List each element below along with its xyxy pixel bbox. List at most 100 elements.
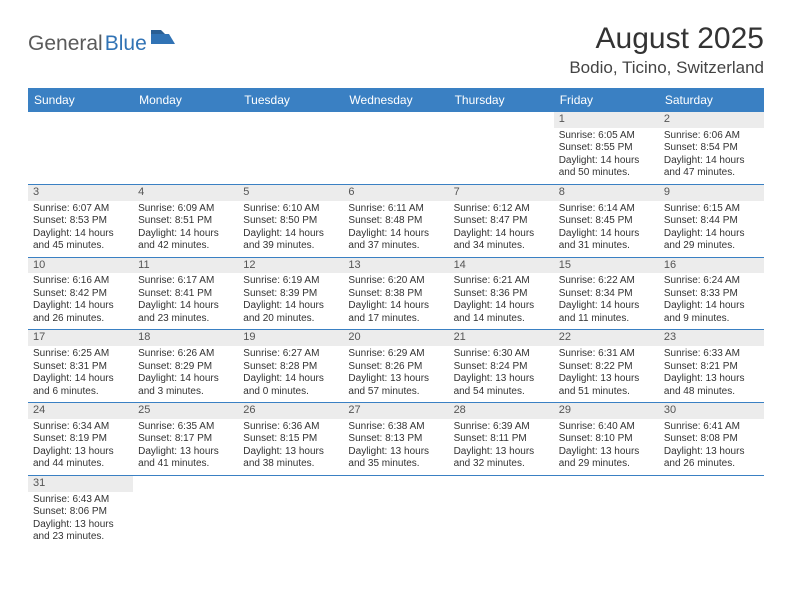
- sunset-text: Sunset: 8:06 PM: [33, 506, 128, 519]
- daylight-text: and 32 minutes.: [454, 458, 549, 471]
- daylight-text: and 38 minutes.: [243, 458, 338, 471]
- calendar-cell: [659, 475, 764, 547]
- day-number: 7: [449, 185, 554, 201]
- daylight-text: and 50 minutes.: [559, 167, 654, 180]
- sunset-text: Sunset: 8:26 PM: [348, 361, 443, 374]
- day-number: 2: [659, 112, 764, 128]
- calendar-cell: 4Sunrise: 6:09 AMSunset: 8:51 PMDaylight…: [133, 184, 238, 257]
- day-number: 20: [343, 330, 448, 346]
- calendar-cell: 14Sunrise: 6:21 AMSunset: 8:36 PMDayligh…: [449, 257, 554, 330]
- daylight-text: and 31 minutes.: [559, 240, 654, 253]
- sunset-text: Sunset: 8:11 PM: [454, 433, 549, 446]
- title-block: August 2025 Bodio, Ticino, Switzerland: [569, 22, 764, 78]
- daylight-text: Daylight: 14 hours: [664, 300, 759, 313]
- daylight-text: Daylight: 14 hours: [138, 300, 233, 313]
- day-number: 13: [343, 258, 448, 274]
- daylight-text: and 51 minutes.: [559, 386, 654, 399]
- dayhead-sat: Saturday: [659, 88, 764, 112]
- calendar-cell: 18Sunrise: 6:26 AMSunset: 8:29 PMDayligh…: [133, 330, 238, 403]
- sunrise-text: Sunrise: 6:20 AM: [348, 275, 443, 288]
- daylight-text: Daylight: 13 hours: [348, 446, 443, 459]
- daylight-text: and 14 minutes.: [454, 313, 549, 326]
- sunrise-text: Sunrise: 6:34 AM: [33, 421, 128, 434]
- calendar-table: Sunday Monday Tuesday Wednesday Thursday…: [28, 88, 764, 548]
- daylight-text: and 3 minutes.: [138, 386, 233, 399]
- daylight-text: and 20 minutes.: [243, 313, 338, 326]
- calendar-cell: 15Sunrise: 6:22 AMSunset: 8:34 PMDayligh…: [554, 257, 659, 330]
- calendar-cell: 2 Sunrise: 6:06 AMSunset: 8:54 PMDaylight…: [659, 112, 764, 184]
- daylight-text: Daylight: 13 hours: [664, 373, 759, 386]
- sunset-text: Sunset: 8:41 PM: [138, 288, 233, 301]
- day-number: 30: [659, 403, 764, 419]
- daylight-text: and 54 minutes.: [454, 386, 549, 399]
- sunset-text: Sunset: 8:36 PM: [454, 288, 549, 301]
- sunrise-text: Sunrise: 6:07 AM: [33, 203, 128, 216]
- daylight-text: Daylight: 13 hours: [559, 373, 654, 386]
- daylight-text: and 39 minutes.: [243, 240, 338, 253]
- day-number: 12: [238, 258, 343, 274]
- calendar-row: 10Sunrise: 6:16 AMSunset: 8:42 PMDayligh…: [28, 257, 764, 330]
- daylight-text: and 35 minutes.: [348, 458, 443, 471]
- calendar-cell: [449, 475, 554, 547]
- dayhead-fri: Friday: [554, 88, 659, 112]
- sunrise-text: Sunrise: 6:38 AM: [348, 421, 443, 434]
- daylight-text: Daylight: 14 hours: [138, 373, 233, 386]
- sunrise-text: Sunrise: 6:05 AM: [559, 130, 654, 143]
- calendar-cell: 25Sunrise: 6:35 AMSunset: 8:17 PMDayligh…: [133, 403, 238, 476]
- daylight-text: Daylight: 14 hours: [664, 228, 759, 241]
- sunrise-text: Sunrise: 6:24 AM: [664, 275, 759, 288]
- calendar-cell: 30Sunrise: 6:41 AMSunset: 8:08 PMDayligh…: [659, 403, 764, 476]
- calendar-cell: 28Sunrise: 6:39 AMSunset: 8:11 PMDayligh…: [449, 403, 554, 476]
- daylight-text: Daylight: 14 hours: [559, 300, 654, 313]
- flag-icon: [151, 30, 175, 51]
- daylight-text: and 26 minutes.: [33, 313, 128, 326]
- sunrise-text: Sunrise: 6:31 AM: [559, 348, 654, 361]
- calendar-cell: 19Sunrise: 6:27 AMSunset: 8:28 PMDayligh…: [238, 330, 343, 403]
- brand-blue: Blue: [105, 32, 147, 56]
- calendar-cell: [238, 475, 343, 547]
- calendar-cell: 1Sunrise: 6:05 AMSunset: 8:55 PMDaylight…: [554, 112, 659, 184]
- sunrise-text: Sunrise: 6:27 AM: [243, 348, 338, 361]
- daylight-text: and 6 minutes.: [33, 386, 128, 399]
- sunrise-text: Sunrise: 6:25 AM: [33, 348, 128, 361]
- sunrise-text: Sunrise: 6:36 AM: [243, 421, 338, 434]
- day-number: 23: [659, 330, 764, 346]
- day-number: 5: [238, 185, 343, 201]
- sunrise-text: Sunrise: 6:22 AM: [559, 275, 654, 288]
- sunset-text: Sunset: 8:21 PM: [664, 361, 759, 374]
- day-number: 10: [28, 258, 133, 274]
- calendar-row: 24Sunrise: 6:34 AMSunset: 8:19 PMDayligh…: [28, 403, 764, 476]
- daylight-text: Daylight: 14 hours: [33, 373, 128, 386]
- sunset-text: Sunset: 8:38 PM: [348, 288, 443, 301]
- daylight-text: Daylight: 13 hours: [33, 446, 128, 459]
- brand-general: General: [28, 32, 103, 56]
- sunset-text: Sunset: 8:53 PM: [33, 215, 128, 228]
- sunset-text: Sunset: 8:54 PM: [664, 142, 759, 155]
- daylight-text: Daylight: 14 hours: [33, 228, 128, 241]
- dayhead-mon: Monday: [133, 88, 238, 112]
- calendar-cell: [238, 112, 343, 184]
- dayhead-sun: Sunday: [28, 88, 133, 112]
- sunset-text: Sunset: 8:15 PM: [243, 433, 338, 446]
- daylight-text: and 11 minutes.: [559, 313, 654, 326]
- sunset-text: Sunset: 8:51 PM: [138, 215, 233, 228]
- daylight-text: and 9 minutes.: [664, 313, 759, 326]
- sunrise-text: Sunrise: 6:06 AM: [664, 130, 759, 143]
- sunset-text: Sunset: 8:45 PM: [559, 215, 654, 228]
- daylight-text: Daylight: 14 hours: [664, 155, 759, 168]
- day-number: 14: [449, 258, 554, 274]
- calendar-row: 31Sunrise: 6:43 AMSunset: 8:06 PMDayligh…: [28, 475, 764, 547]
- day-number: 28: [449, 403, 554, 419]
- daylight-text: and 29 minutes.: [559, 458, 654, 471]
- sunset-text: Sunset: 8:24 PM: [454, 361, 549, 374]
- day-number: 21: [449, 330, 554, 346]
- sunset-text: Sunset: 8:33 PM: [664, 288, 759, 301]
- sunrise-text: Sunrise: 6:09 AM: [138, 203, 233, 216]
- sunrise-text: Sunrise: 6:40 AM: [559, 421, 654, 434]
- sunset-text: Sunset: 8:29 PM: [138, 361, 233, 374]
- day-number: 1: [554, 112, 659, 128]
- daylight-text: Daylight: 14 hours: [348, 228, 443, 241]
- daylight-text: and 42 minutes.: [138, 240, 233, 253]
- calendar-cell: 20Sunrise: 6:29 AMSunset: 8:26 PMDayligh…: [343, 330, 448, 403]
- calendar-cell: 7Sunrise: 6:12 AMSunset: 8:47 PMDaylight…: [449, 184, 554, 257]
